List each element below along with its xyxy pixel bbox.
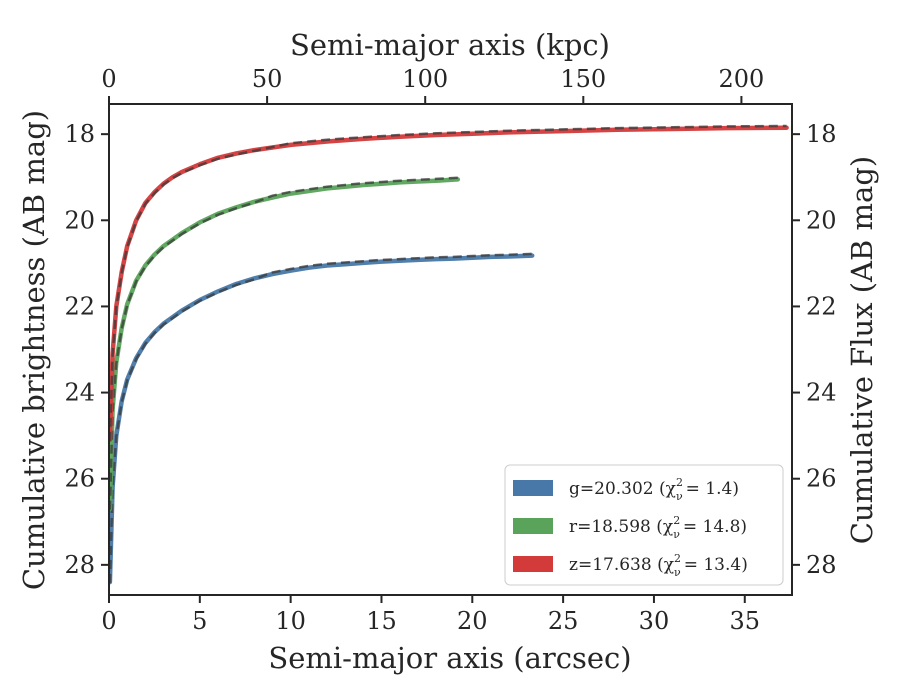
plot-frame	[108, 103, 793, 596]
series-r-model-line	[109, 176, 458, 510]
y2-tick-label: 20	[806, 206, 837, 234]
x2-tick-label: 150	[560, 65, 606, 93]
y-tick-label: 20	[64, 206, 95, 234]
series-z-model-line	[109, 124, 787, 441]
x-axis-title: Semi-major axis (arcsec)	[268, 641, 631, 675]
y2-tick-label: 24	[806, 379, 837, 407]
legend-label: z=17.638 (χ2 ν = 13.4)	[569, 552, 748, 579]
y2-axis-title: Cumulative Flux (AB mag)	[845, 156, 879, 544]
x2-tick-label: 50	[252, 65, 283, 93]
x-tick-label: 0	[101, 607, 116, 635]
x-tick-label: 15	[366, 607, 397, 635]
x2-tick-label: 200	[719, 65, 765, 93]
x-tick-label: 10	[275, 607, 306, 635]
x2-axis-title: Semi-major axis (kpc)	[290, 28, 610, 62]
legend-swatch	[513, 518, 553, 534]
y2-tick-label: 18	[806, 120, 837, 148]
legend-label: g=20.302 (χ2 ν = 1.4)	[569, 476, 739, 503]
series-g-model-line	[109, 252, 533, 583]
y2-tick-label: 22	[806, 292, 837, 320]
legend: g=20.302 (χ2 ν = 1.4) r=18.598 (χ2 ν = 14.8) z…	[504, 464, 784, 586]
series-z-line	[109, 125, 789, 443]
x-tick-label: 30	[639, 607, 670, 635]
x-tick-label: 5	[192, 607, 207, 635]
y-tick-label: 18	[64, 120, 95, 148]
y-tick-label: 26	[64, 465, 95, 493]
y-tick-label: 24	[64, 379, 95, 407]
legend-box	[504, 464, 784, 586]
x-tick-label: 20	[457, 607, 488, 635]
series-r-line	[109, 177, 461, 512]
series-g-line	[109, 253, 535, 585]
y2-tick-label: 28	[806, 551, 837, 579]
x-tick-label: 25	[548, 607, 579, 635]
y-tick-label: 28	[64, 551, 95, 579]
legend-swatch	[513, 480, 553, 496]
x-tick-label: 35	[729, 607, 760, 635]
y-tick-label: 22	[64, 292, 95, 320]
y2-tick-label: 26	[806, 465, 837, 493]
x2-tick-label: 100	[402, 65, 448, 93]
y-axis-title: Cumulative brightness (AB mag)	[17, 110, 51, 590]
legend-swatch	[513, 556, 553, 572]
legend-label: r=18.598 (χ2 ν = 14.8)	[569, 514, 747, 541]
x2-tick-label: 0	[101, 65, 116, 93]
